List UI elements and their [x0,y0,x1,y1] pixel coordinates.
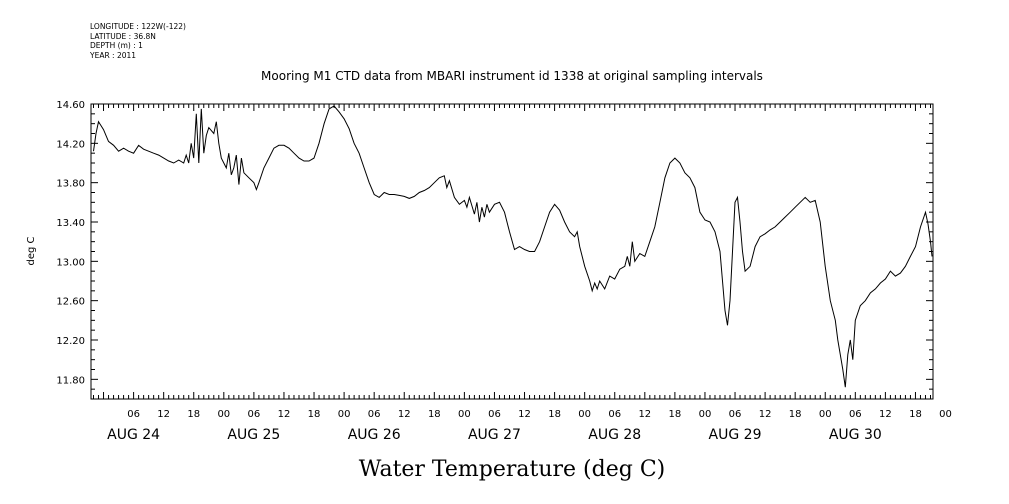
longitude-text: LONGITUDE : 122W(-122) [90,22,186,31]
x-tick-label: 18 [308,409,321,420]
x-tick-label: 18 [187,409,200,420]
day-label: AUG 30 [829,427,882,443]
y-tick-label: 13.00 [56,257,85,268]
y-tick-label: 13.40 [56,218,85,229]
depth-text: DEPTH (m) : 1 [90,41,143,50]
y-tick-label: 14.60 [56,100,85,111]
x-tick-label: 06 [127,409,140,420]
x-tick-label: 18 [909,409,922,420]
x-tick-label: 00 [699,409,712,420]
metadata-block: LONGITUDE : 122W(-122) LATITUDE : 36.8N … [90,22,186,60]
x-tick-label: 00 [939,409,952,420]
day-label: AUG 25 [227,427,280,443]
x-tick-label: 06 [729,409,742,420]
x-axis-label: Water Temperature (deg C) [359,457,666,482]
day-label: AUG 26 [348,427,401,443]
x-tick-label: 00 [578,409,591,420]
axis-ticks [91,103,933,400]
x-tick-label: 12 [879,409,892,420]
x-tick-label: 06 [849,409,862,420]
y-tick-label: 13.80 [56,179,85,190]
x-tick-label: 12 [398,409,411,420]
x-tick-label: 12 [759,409,772,420]
x-tick-label: 06 [488,409,501,420]
day-labels: AUG 24 AUG 25 AUG 26 AUG 27 AUG 28 AUG 29 AUG … [107,427,882,443]
chart-title: Mooring M1 CTD data from MBARI instrumen… [261,69,763,83]
latitude-text: LATITUDE : 36.8N [90,31,156,41]
y-tick-labels: 11.80 12.20 12.60 13.00 13.40 13.80 14.20 14.60 [56,100,85,386]
x-tick-label: 18 [669,409,682,420]
y-tick-label: 12.20 [56,336,85,347]
day-label: AUG 27 [468,427,521,443]
x-tick-label: 12 [518,409,531,420]
x-tick-label: 00 [338,409,351,420]
x-tick-label: 18 [428,409,441,420]
x-tick-label: 00 [458,409,471,420]
plot-frame [90,103,934,400]
x-tick-label: 18 [548,409,561,420]
x-tick-label: 00 [819,409,832,420]
x-tick-label: 06 [248,409,261,420]
y-tick-label: 12.60 [56,297,85,308]
day-label: AUG 29 [709,427,762,443]
x-tick-label: 18 [789,409,802,420]
x-tick-labels: 06 12 18 00 06 12 18 00 06 12 18 00 06 12 18 00 06 12 18 00… [127,409,952,420]
x-tick-label: 06 [608,409,621,420]
x-tick-label: 00 [217,409,230,420]
year-text: YEAR : 2011 [90,50,137,60]
day-label: AUG 24 [107,427,160,443]
y-tick-label: 14.20 [56,139,85,150]
water-temperature-line [93,105,933,388]
x-tick-label: 06 [368,409,381,420]
x-tick-label: 12 [638,409,651,420]
y-tick-label: 11.80 [56,375,85,386]
y-axis-label: deg C [26,236,37,265]
x-tick-label: 12 [278,409,291,420]
day-label: AUG 28 [588,427,641,443]
x-tick-label: 12 [157,409,170,420]
